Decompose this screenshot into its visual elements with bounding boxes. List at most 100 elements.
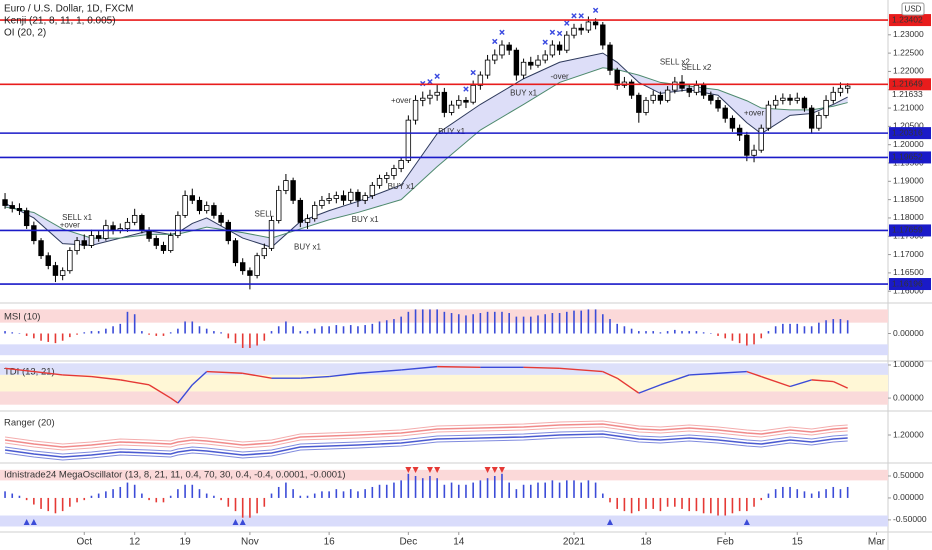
indicator-band [0, 344, 888, 356]
histogram-bar [213, 495, 215, 498]
signal-triangle [412, 467, 419, 473]
currency-box[interactable] [901, 2, 925, 16]
histogram-bar [580, 482, 582, 498]
histogram-bar [465, 315, 467, 334]
indicator-line [62, 374, 92, 378]
histogram-bar [493, 475, 496, 498]
candle-body [542, 54, 548, 61]
histogram-bar [277, 326, 280, 334]
x-tick-label: Mar [868, 537, 886, 548]
candle-body [679, 81, 685, 89]
histogram-bar [249, 333, 251, 348]
y-tick-label: 1.16500 [893, 267, 924, 277]
histogram-bar [285, 321, 287, 334]
candle-body [247, 270, 253, 276]
histogram-bar [544, 314, 546, 334]
x-tick-label: 19 [180, 537, 192, 548]
candle-body [9, 205, 15, 209]
signal-cross [492, 38, 498, 45]
currency-label[interactable]: USD [905, 5, 922, 14]
histogram-bar [97, 331, 100, 334]
candle-body [326, 198, 332, 201]
candle-body [556, 44, 563, 51]
candle-body [304, 218, 311, 223]
histogram-bar [839, 319, 842, 334]
candle-body [686, 87, 692, 93]
y-tick-label: 1.23000 [893, 29, 924, 39]
histogram-bar [335, 489, 338, 498]
y-tick-label: 1.16000 [893, 285, 924, 295]
overlay: Euro / U.S. Dollar, 1D, FXCM Kenji (21, … [4, 2, 925, 39]
candle-body [614, 69, 620, 86]
histogram-bar [292, 489, 294, 498]
histogram-bar [486, 478, 489, 498]
histogram-bar [321, 491, 323, 498]
signal-cross [542, 39, 548, 45]
y-tick-label: 1.22000 [893, 66, 924, 76]
histogram-bar [249, 497, 251, 518]
indicator-line [401, 365, 438, 371]
candle-body [376, 177, 383, 186]
indicator-band [0, 469, 888, 481]
histogram-bar [746, 497, 748, 512]
y-tick-label: 0.00000 [893, 492, 924, 502]
candle-body [808, 107, 815, 129]
histogram-bar [105, 328, 107, 334]
ranger-line [4, 430, 848, 455]
candle-body [319, 199, 325, 206]
pane-title: MSI (10) [4, 312, 40, 323]
candle-body [232, 240, 239, 264]
histogram-bar [746, 333, 748, 346]
histogram-bar [321, 326, 323, 334]
candle-body [88, 235, 95, 246]
level-label: 1.16196 [892, 278, 923, 288]
histogram-bar [126, 311, 129, 334]
x-tick-label: 14 [453, 537, 465, 548]
histogram-bar [371, 323, 374, 334]
x-tick-label: Feb [717, 537, 735, 548]
candle-body [448, 104, 455, 113]
histogram-bar [241, 333, 244, 348]
candle-body [549, 44, 556, 56]
histogram-bar [760, 333, 763, 339]
candle-body [189, 195, 195, 201]
candle-body [844, 85, 851, 89]
histogram-bar [47, 497, 50, 512]
histogram-bar [141, 331, 143, 334]
histogram-bar [11, 332, 14, 334]
histogram-bar [270, 331, 273, 334]
candle-body [268, 220, 275, 249]
histogram-bar [710, 497, 712, 514]
signal-cross-stroke [549, 29, 556, 35]
histogram-bar [313, 328, 316, 334]
signal-annotation: +over [744, 109, 765, 118]
histogram-bar [602, 314, 604, 334]
y-tick-label: 1.19000 [893, 176, 924, 186]
histogram-bar [61, 333, 64, 341]
histogram-bar [508, 482, 510, 498]
candle-body [506, 44, 512, 51]
candle-body [240, 262, 246, 272]
histogram-bar [421, 478, 424, 498]
candle-body [283, 180, 289, 191]
candle-body [585, 21, 592, 31]
histogram-bar [767, 331, 770, 334]
candle-body [492, 54, 498, 61]
candle-body [124, 221, 131, 229]
signal-cross [571, 13, 577, 19]
candle-body [167, 235, 174, 251]
histogram-bar [148, 333, 150, 335]
ranger-line [4, 433, 848, 458]
histogram-bar [414, 309, 417, 334]
histogram-bar [177, 489, 179, 498]
histogram-bar [681, 497, 683, 509]
histogram-bar [602, 493, 604, 498]
candle-body [175, 214, 181, 236]
pane-title: TDI (13, 21) [4, 367, 55, 378]
candle-body [650, 94, 656, 101]
signal-triangle [405, 467, 412, 473]
histogram-bar [501, 311, 503, 334]
signal-annotation: SELL x1 [62, 213, 92, 222]
histogram-bar [609, 497, 611, 503]
histogram-bar [61, 497, 64, 512]
